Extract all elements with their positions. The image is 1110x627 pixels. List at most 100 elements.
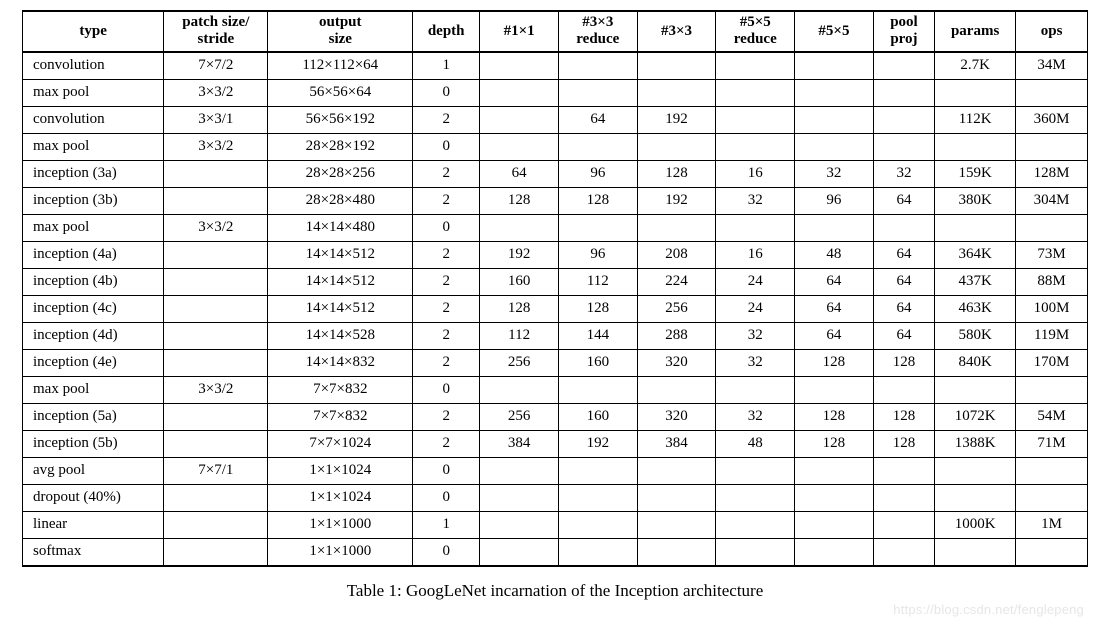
table-cell-params bbox=[935, 133, 1016, 160]
table-cell-n5x5r bbox=[716, 133, 795, 160]
table-cell-patch bbox=[164, 322, 268, 349]
table-row: linear1×1×100011000K1M bbox=[23, 511, 1088, 538]
table-cell-params bbox=[935, 484, 1016, 511]
table-cell-output: 1×1×1024 bbox=[268, 457, 413, 484]
table-cell-n5x5 bbox=[795, 457, 874, 484]
table-cell-ops bbox=[1016, 79, 1088, 106]
table-header-patch: patch size/stride bbox=[164, 11, 268, 52]
table-cell-n3x3: 256 bbox=[637, 295, 716, 322]
table-row: inception (5a)7×7×8322256160320321281281… bbox=[23, 403, 1088, 430]
table-cell-output: 7×7×832 bbox=[268, 376, 413, 403]
table-header-poolproj: poolproj bbox=[873, 11, 934, 52]
table-cell-depth: 0 bbox=[413, 376, 480, 403]
table-cell-n3x3r: 96 bbox=[558, 241, 637, 268]
table-row: max pool3×3/256×56×640 bbox=[23, 79, 1088, 106]
table-cell-ops: 34M bbox=[1016, 52, 1088, 80]
table-row: max pool3×3/214×14×4800 bbox=[23, 214, 1088, 241]
table-cell-depth: 2 bbox=[413, 160, 480, 187]
table-header-n5x5r: #5×5reduce bbox=[716, 11, 795, 52]
table-cell-output: 7×7×832 bbox=[268, 403, 413, 430]
table-cell-n5x5r: 32 bbox=[716, 349, 795, 376]
table-cell-poolproj bbox=[873, 214, 934, 241]
table-cell-n5x5 bbox=[795, 79, 874, 106]
table-header-n1x1: #1×1 bbox=[480, 11, 559, 52]
table-cell-poolproj bbox=[873, 106, 934, 133]
table-cell-poolproj bbox=[873, 52, 934, 80]
table-cell-n3x3: 224 bbox=[637, 268, 716, 295]
table-cell-n5x5r bbox=[716, 52, 795, 80]
table-cell-n5x5r bbox=[716, 214, 795, 241]
table-header-params: params bbox=[935, 11, 1016, 52]
table-row: dropout (40%)1×1×10240 bbox=[23, 484, 1088, 511]
table-cell-params: 159K bbox=[935, 160, 1016, 187]
table-cell-n3x3r: 160 bbox=[558, 349, 637, 376]
table-row: softmax1×1×10000 bbox=[23, 538, 1088, 566]
table-cell-patch bbox=[164, 538, 268, 566]
table-cell-n5x5r bbox=[716, 106, 795, 133]
table-row: inception (4a)14×14×51221929620816486436… bbox=[23, 241, 1088, 268]
architecture-table: typepatch size/strideoutputsizedepth#1×1… bbox=[22, 10, 1088, 567]
table-cell-n5x5: 128 bbox=[795, 403, 874, 430]
table-cell-patch bbox=[164, 241, 268, 268]
table-cell-poolproj: 64 bbox=[873, 322, 934, 349]
table-cell-n1x1: 112 bbox=[480, 322, 559, 349]
table-cell-ops: 170M bbox=[1016, 349, 1088, 376]
table-row: avg pool7×7/11×1×10240 bbox=[23, 457, 1088, 484]
table-cell-poolproj bbox=[873, 484, 934, 511]
table-cell-output: 56×56×64 bbox=[268, 79, 413, 106]
table-cell-output: 14×14×528 bbox=[268, 322, 413, 349]
table-cell-ops: 360M bbox=[1016, 106, 1088, 133]
table-cell-output: 28×28×480 bbox=[268, 187, 413, 214]
table-cell-n5x5 bbox=[795, 133, 874, 160]
table-cell-n1x1: 192 bbox=[480, 241, 559, 268]
table-cell-n1x1: 160 bbox=[480, 268, 559, 295]
table-cell-output: 14×14×832 bbox=[268, 349, 413, 376]
table-cell-depth: 2 bbox=[413, 295, 480, 322]
table-cell-type: max pool bbox=[23, 79, 164, 106]
table-cell-n3x3: 320 bbox=[637, 349, 716, 376]
table-cell-n3x3 bbox=[637, 376, 716, 403]
table-cell-params bbox=[935, 457, 1016, 484]
table-cell-params bbox=[935, 538, 1016, 566]
table-cell-patch bbox=[164, 511, 268, 538]
table-cell-depth: 2 bbox=[413, 241, 480, 268]
table-cell-n5x5: 64 bbox=[795, 295, 874, 322]
table-cell-n5x5r bbox=[716, 484, 795, 511]
table-cell-params: 840K bbox=[935, 349, 1016, 376]
table-cell-ops bbox=[1016, 484, 1088, 511]
table-cell-n5x5r: 24 bbox=[716, 295, 795, 322]
table-cell-n1x1 bbox=[480, 538, 559, 566]
table-cell-output: 7×7×1024 bbox=[268, 430, 413, 457]
table-row: inception (4d)14×14×52821121442883264645… bbox=[23, 322, 1088, 349]
table-cell-n3x3 bbox=[637, 79, 716, 106]
table-cell-n3x3: 192 bbox=[637, 106, 716, 133]
table-row: inception (4e)14×14×83222561603203212812… bbox=[23, 349, 1088, 376]
table-cell-type: dropout (40%) bbox=[23, 484, 164, 511]
table-cell-n1x1 bbox=[480, 79, 559, 106]
table-cell-output: 14×14×512 bbox=[268, 268, 413, 295]
table-cell-n3x3: 288 bbox=[637, 322, 716, 349]
table-cell-poolproj: 64 bbox=[873, 295, 934, 322]
table-cell-depth: 2 bbox=[413, 268, 480, 295]
table-cell-patch bbox=[164, 349, 268, 376]
table-cell-n1x1 bbox=[480, 133, 559, 160]
table-cell-params: 1388K bbox=[935, 430, 1016, 457]
table-header-n3x3r: #3×3reduce bbox=[558, 11, 637, 52]
table-cell-n5x5r bbox=[716, 79, 795, 106]
table-cell-depth: 0 bbox=[413, 133, 480, 160]
table-cell-poolproj: 128 bbox=[873, 430, 934, 457]
table-cell-poolproj bbox=[873, 538, 934, 566]
table-row: inception (3b)28×28×48021281281923296643… bbox=[23, 187, 1088, 214]
table-cell-n3x3r: 112 bbox=[558, 268, 637, 295]
table-cell-n5x5 bbox=[795, 484, 874, 511]
table-cell-ops: 100M bbox=[1016, 295, 1088, 322]
table-cell-n5x5r: 16 bbox=[716, 241, 795, 268]
table-cell-depth: 0 bbox=[413, 79, 480, 106]
table-cell-patch bbox=[164, 295, 268, 322]
table-cell-n5x5 bbox=[795, 52, 874, 80]
table-cell-n1x1 bbox=[480, 106, 559, 133]
table-cell-n1x1 bbox=[480, 376, 559, 403]
table-cell-output: 28×28×192 bbox=[268, 133, 413, 160]
table-cell-type: inception (3a) bbox=[23, 160, 164, 187]
table-cell-depth: 0 bbox=[413, 214, 480, 241]
